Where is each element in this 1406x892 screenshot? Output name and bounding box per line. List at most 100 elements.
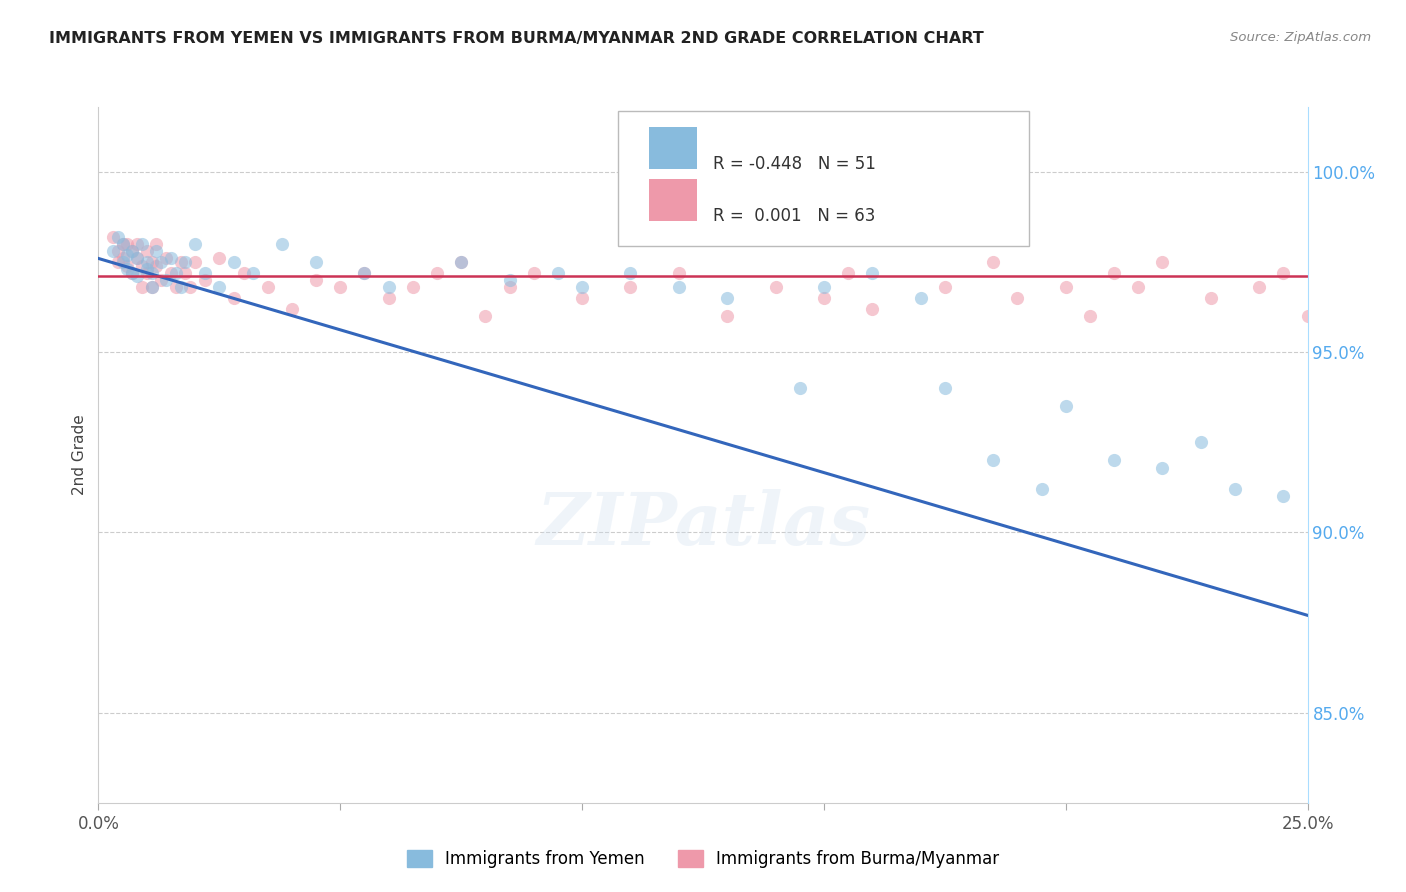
Point [127,252,149,266]
Point [101,244,124,259]
Point [117,237,139,252]
Point [101,229,124,244]
Point [450,255,472,269]
Point [242,266,264,280]
Point [1128,280,1150,294]
Point [131,259,153,273]
Point [1102,453,1125,467]
Text: ZIPatlas: ZIPatlas [536,489,870,560]
Point [498,273,520,287]
Point [571,291,593,305]
Point [860,301,883,316]
Point [450,255,472,269]
Point [131,237,153,252]
Point [1272,489,1295,503]
Point [127,252,149,266]
Point [716,291,738,305]
Point [121,266,143,280]
Point [281,301,304,316]
Point [131,280,153,294]
Point [135,262,157,277]
Point [668,280,690,294]
Point [141,280,163,294]
Point [222,255,245,269]
Point [155,252,177,266]
Point [145,259,167,273]
Point [426,266,449,280]
Point [1152,460,1174,475]
Point [169,255,191,269]
Point [910,291,932,305]
Y-axis label: 2nd Grade: 2nd Grade [72,415,87,495]
Point [1223,482,1246,496]
Point [111,237,134,252]
FancyBboxPatch shape [619,111,1029,246]
Point [934,381,956,395]
Point [1296,309,1319,323]
Point [523,266,546,280]
Point [135,266,157,280]
Point [111,252,134,266]
Point [127,237,149,252]
Point [141,255,163,269]
Point [271,237,294,252]
Point [117,248,139,262]
Point [1054,399,1077,413]
Text: R = -0.448   N = 51: R = -0.448 N = 51 [713,154,876,173]
Point [1199,291,1222,305]
Point [179,280,201,294]
Point [150,273,173,287]
Point [716,309,738,323]
Point [571,280,593,294]
Point [813,280,835,294]
Point [174,255,197,269]
Text: IMMIGRANTS FROM YEMEN VS IMMIGRANTS FROM BURMA/MYANMAR 2ND GRADE CORRELATION CHA: IMMIGRANTS FROM YEMEN VS IMMIGRANTS FROM… [49,31,984,46]
Point [1152,255,1174,269]
Point [668,266,690,280]
Point [145,244,167,259]
Point [1078,309,1101,323]
Point [117,262,139,277]
Text: Source: ZipAtlas.com: Source: ZipAtlas.com [1230,31,1371,45]
Point [837,266,859,280]
Point [208,280,231,294]
Point [1054,280,1077,294]
Point [860,266,883,280]
Point [135,244,157,259]
Point [813,291,835,305]
Point [127,269,149,284]
Point [256,280,278,294]
Point [155,273,177,287]
Point [107,255,129,269]
Point [619,280,641,294]
Point [981,453,1004,467]
Point [474,309,496,323]
Point [305,273,328,287]
Legend: Immigrants from Yemen, Immigrants from Burma/Myanmar: Immigrants from Yemen, Immigrants from B… [399,843,1007,875]
Point [150,255,173,269]
Point [1272,266,1295,280]
Point [184,255,207,269]
Point [377,291,399,305]
Point [208,252,231,266]
Point [619,266,641,280]
Point [107,244,129,259]
Point [232,266,254,280]
Point [1007,291,1029,305]
Point [184,237,207,252]
Point [111,237,134,252]
Point [981,255,1004,269]
Point [160,252,183,266]
Point [174,266,197,280]
Point [377,280,399,294]
Point [160,266,183,280]
Point [789,381,811,395]
Point [402,280,425,294]
Point [121,266,143,280]
Point [194,273,217,287]
FancyBboxPatch shape [648,179,697,221]
Point [222,291,245,305]
Point [141,266,163,280]
Point [498,280,520,294]
Point [1249,280,1271,294]
